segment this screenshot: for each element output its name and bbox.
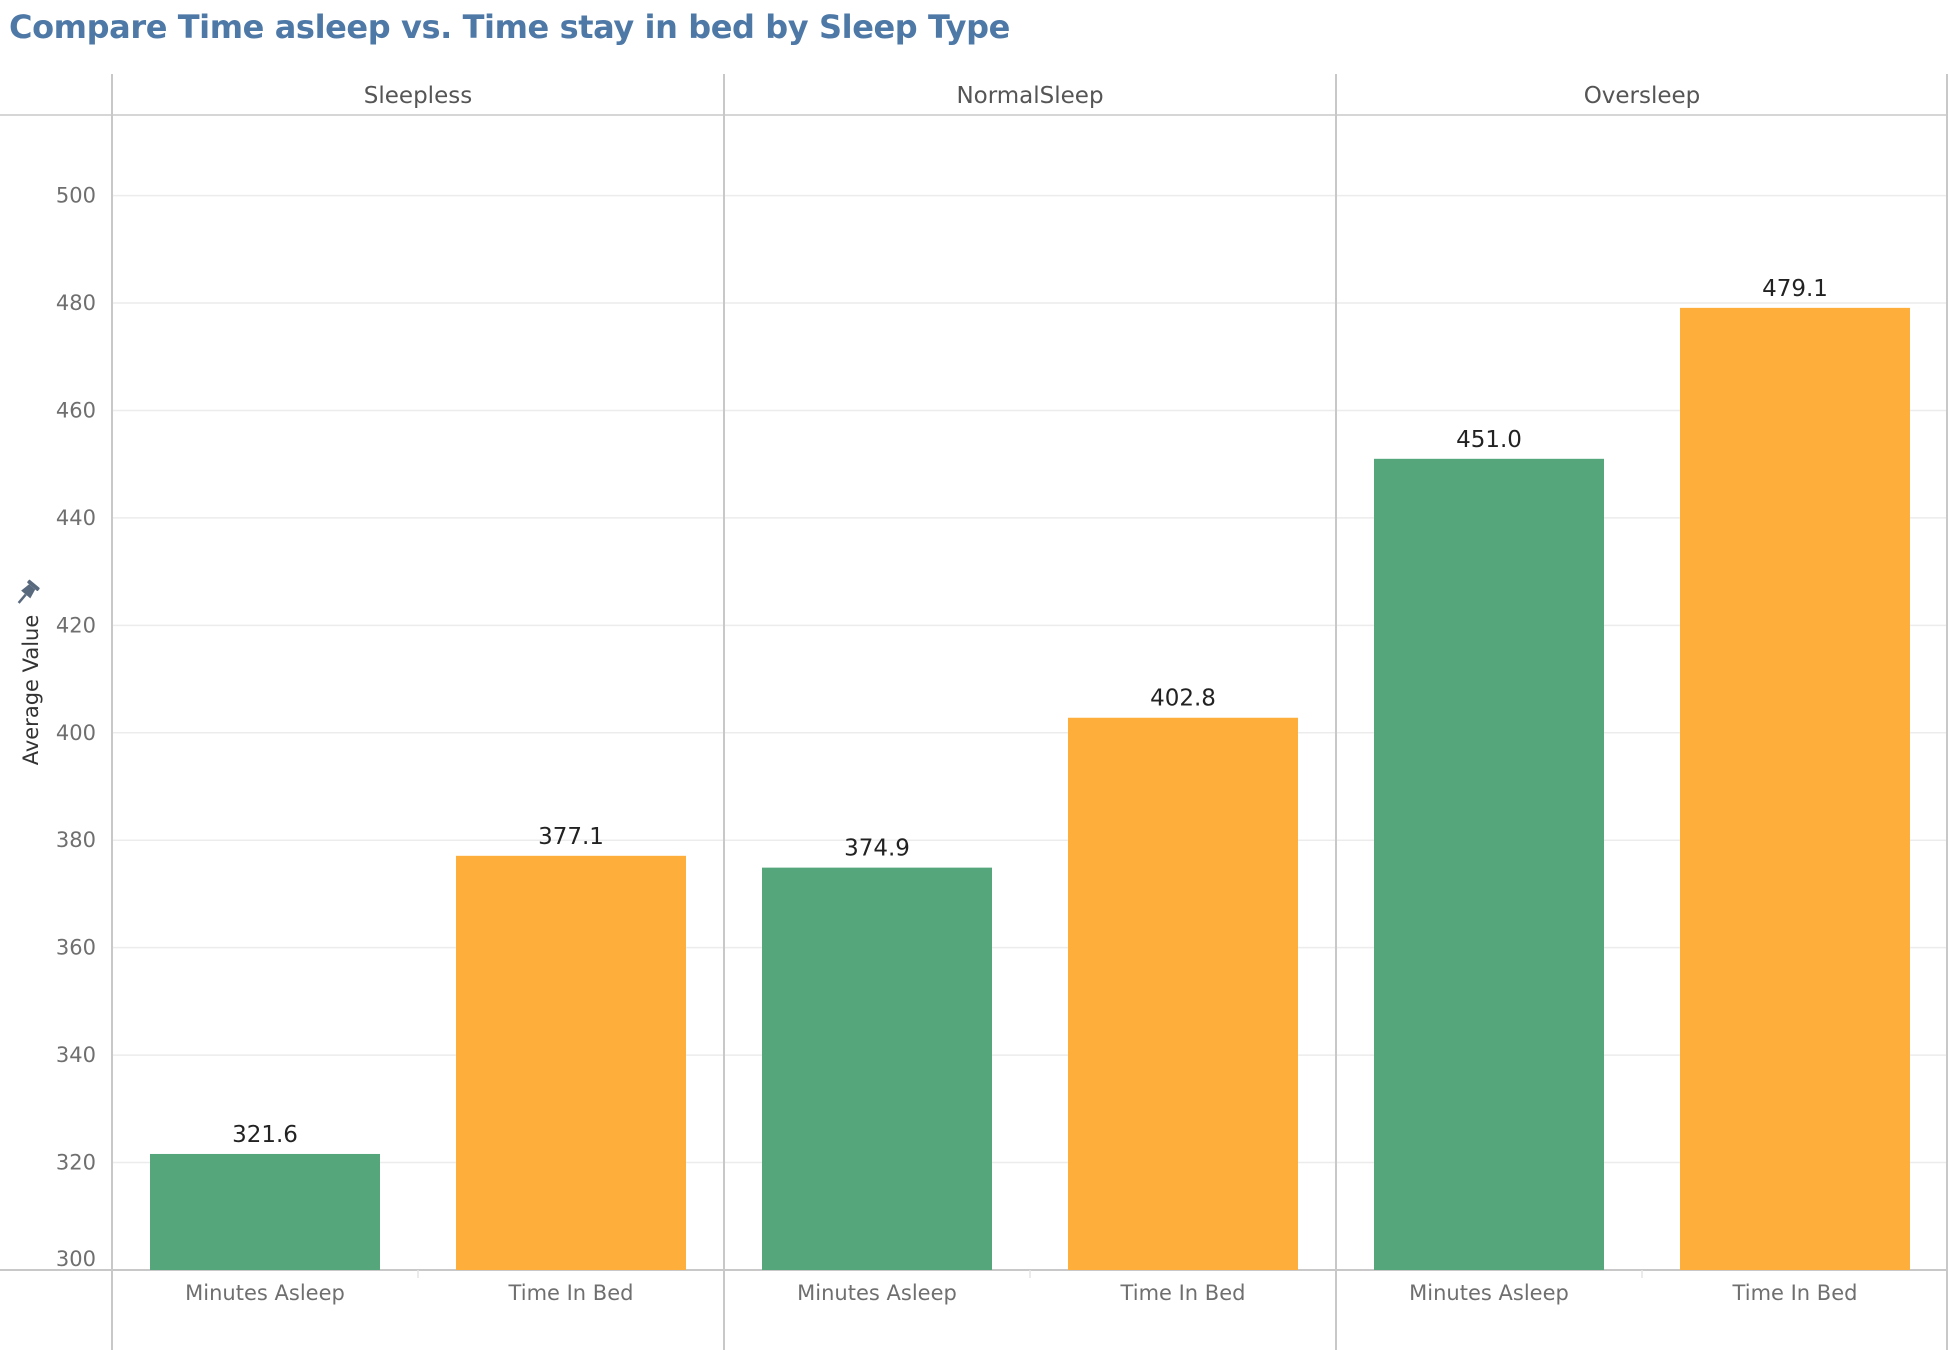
bar-oversleep-time-in-bed: [1680, 307, 1910, 1270]
x-tick-label: Time In Bed: [1120, 1281, 1246, 1305]
chart-title: Compare Time asleep vs. Time stay in bed…: [9, 8, 1010, 46]
x-tick-label: Minutes Asleep: [185, 1281, 345, 1305]
bar-oversleep-minutes-asleep: [1374, 458, 1604, 1270]
panel-headers: Sleepless NormalSleep Oversleep: [364, 83, 1701, 109]
data-label: 321.6: [232, 1122, 298, 1148]
panel-header-sleepless: Sleepless: [364, 83, 472, 109]
y-tick-label: 320: [56, 1151, 96, 1175]
y-tick-label: 380: [56, 828, 96, 852]
gridlines: [112, 194, 1948, 1164]
y-axis-title: Average Value: [19, 615, 43, 766]
data-label: 374.9: [844, 836, 910, 862]
bars: [150, 307, 1910, 1270]
y-axis: 300 320 340 360 380 400 420 440 460 480 500 Average…: [17, 184, 96, 1271]
pin-icon: [17, 579, 40, 604]
x-tick-label: Minutes Asleep: [797, 1281, 957, 1305]
bar-normalsleep-minutes-asleep: [762, 867, 992, 1270]
pin-icon-needle: [17, 593, 27, 604]
bar-normalsleep-time-in-bed: [1068, 717, 1298, 1270]
y-tick-label: 500: [56, 184, 96, 208]
data-label: 479.1: [1762, 276, 1828, 302]
x-tick-label: Time In Bed: [1732, 1281, 1858, 1305]
pin-icon-body: [21, 584, 36, 599]
bar-sleepless-time-in-bed: [456, 855, 686, 1270]
data-label: 377.1: [538, 824, 604, 850]
x-tick-label: Minutes Asleep: [1409, 1281, 1569, 1305]
y-tick-label: 300: [56, 1247, 96, 1271]
y-tick-label: 420: [56, 613, 96, 637]
y-tick-label: 400: [56, 721, 96, 745]
panel-header-oversleep: Oversleep: [1584, 83, 1701, 109]
y-tick-label: 440: [56, 506, 96, 530]
data-label: 402.8: [1150, 686, 1216, 712]
y-tick-label: 340: [56, 1043, 96, 1067]
data-labels: 321.6 377.1 374.9 402.8 451.0 479.1: [232, 276, 1828, 1148]
y-tick-label: 480: [56, 291, 96, 315]
x-tick-label: Time In Bed: [508, 1281, 634, 1305]
x-axis: Minutes Asleep Time In Bed Minutes Asleep T…: [185, 1270, 1857, 1305]
y-tick-label: 460: [56, 398, 96, 422]
data-label: 451.0: [1456, 427, 1522, 453]
bar-sleepless-minutes-asleep: [150, 1153, 380, 1270]
panel-header-normalsleep: NormalSleep: [956, 83, 1103, 109]
y-tick-label: 360: [56, 936, 96, 960]
pin-icon-head: [27, 579, 40, 591]
